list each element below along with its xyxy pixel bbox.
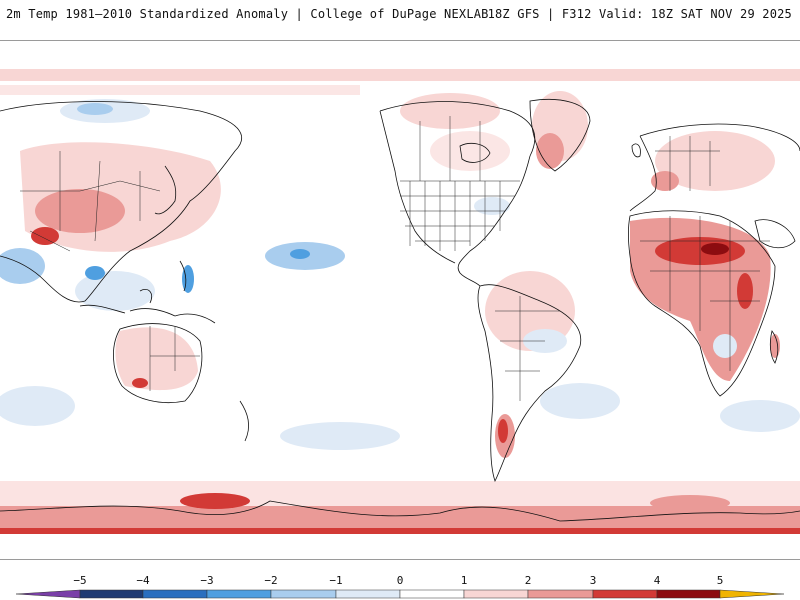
arctic-edge-band <box>0 85 360 95</box>
patagonia-hot-core <box>498 419 508 443</box>
antarctic-mid-band <box>0 506 800 528</box>
colorbar-bin <box>527 589 594 599</box>
pacific-cold-core <box>290 249 310 259</box>
colorbar-bin <box>399 589 465 599</box>
colorbar-bin <box>592 589 658 599</box>
madagascar-coastline <box>769 330 779 364</box>
hudson-bay-coastline <box>459 142 491 163</box>
himalaya-hot-anomaly <box>31 227 59 245</box>
colorbar-bin <box>656 589 721 599</box>
indian-ocean-cold <box>0 386 75 426</box>
antarctic-warm-spot <box>650 495 730 511</box>
south-atlantic-cold <box>540 383 620 419</box>
tibet-warm-anomaly <box>35 189 125 233</box>
canada-warm-anomaly <box>430 131 510 171</box>
colorbar-tick-label: −1 <box>329 574 342 587</box>
model-run-info: 18Z GFS | F312 Valid: 18Z SAT NOV 29 202… <box>487 7 792 21</box>
colorbar-bins <box>15 589 785 599</box>
colorbar-bin <box>79 589 144 599</box>
australia-coastline <box>113 323 203 404</box>
africa-coastline <box>628 210 776 397</box>
europe-hot-spot <box>651 171 679 191</box>
colorbar-bin <box>206 589 272 599</box>
maritime-cold-anomaly <box>75 271 155 311</box>
sahel-extreme-core <box>701 243 729 255</box>
anomaly-map <box>0 40 800 560</box>
colorbar-tick-label: 3 <box>590 574 597 587</box>
greenland-coastline <box>529 99 591 172</box>
colorbar-tick-label: 5 <box>717 574 724 587</box>
map-title: 2m Temp 1981–2010 Standardized Anomaly |… <box>6 7 489 21</box>
indonesia-cold-spot <box>85 266 105 280</box>
colorbar-tick-label: −4 <box>136 574 150 587</box>
north-america-west-coast <box>379 110 456 264</box>
europe-coastline <box>629 123 800 212</box>
europe-warm-anomaly <box>655 131 775 191</box>
colorbar-bin <box>270 589 337 599</box>
coastline-layer <box>0 99 800 522</box>
uk-coastline <box>631 143 641 158</box>
map-canvas <box>0 69 800 534</box>
australia-state-borders <box>149 326 200 391</box>
asia-coastline <box>0 101 242 303</box>
indonesia-coastline <box>79 288 176 317</box>
japan-coastline <box>154 165 177 215</box>
us-southeast-cold <box>474 197 510 215</box>
east-africa-hot-anomaly <box>737 273 753 309</box>
anomaly-fill-layer <box>0 69 800 534</box>
antarctica-coastline <box>0 500 800 522</box>
antarctic-hot-spot <box>180 493 250 509</box>
antarctic-strong-band <box>0 528 800 534</box>
greenland-strong-anomaly <box>536 133 564 169</box>
new-zealand-coastline <box>239 400 250 442</box>
us-state-borders <box>400 181 515 251</box>
north-america-coastline <box>379 101 536 287</box>
southern-africa-cold <box>713 334 737 358</box>
colorbar-bin-max-arrow <box>719 589 785 599</box>
papua-coastline <box>174 313 216 324</box>
arctic-warm-band <box>0 69 800 81</box>
se-asia-cold-anomaly <box>0 248 45 284</box>
colorbar-bin <box>335 589 401 599</box>
colorbar-tick-label: 0 <box>397 574 404 587</box>
colorbar-bin <box>463 589 529 599</box>
colorbar-bin-min-arrow <box>15 589 81 599</box>
south-pacific-cold <box>280 422 400 450</box>
colorbar-tick-label: 4 <box>654 574 661 587</box>
africa-country-borders <box>640 216 770 371</box>
south-america-country-borders <box>495 296 560 401</box>
siberia-cold-core <box>77 103 113 115</box>
philippines-coastline <box>179 260 187 292</box>
south-indian-cold <box>720 400 800 432</box>
colorbar-tick-label: −2 <box>264 574 277 587</box>
australia-hot-spot <box>132 378 148 388</box>
colorbar-legend: −5 −4 −3 −2 −1 0 1 2 3 4 5 <box>15 574 785 599</box>
colorbar-tick-label: 1 <box>461 574 468 587</box>
canada-province-borders <box>419 116 481 181</box>
colorbar-tick-labels: −5 −4 −3 −2 −1 0 1 2 3 4 5 <box>73 574 723 587</box>
colorbar-tick-label: 2 <box>525 574 532 587</box>
colorbar-tick-label: −3 <box>200 574 213 587</box>
colorbar-bin <box>142 589 208 599</box>
asia-country-borders <box>20 151 161 252</box>
europe-country-borders <box>655 136 720 191</box>
arabia-coastline <box>754 219 796 249</box>
political-borders-layer <box>20 116 770 401</box>
colorbar-tick-label: −5 <box>73 574 86 587</box>
south-america-coastline <box>477 284 582 483</box>
australia-warm-region <box>115 327 198 391</box>
